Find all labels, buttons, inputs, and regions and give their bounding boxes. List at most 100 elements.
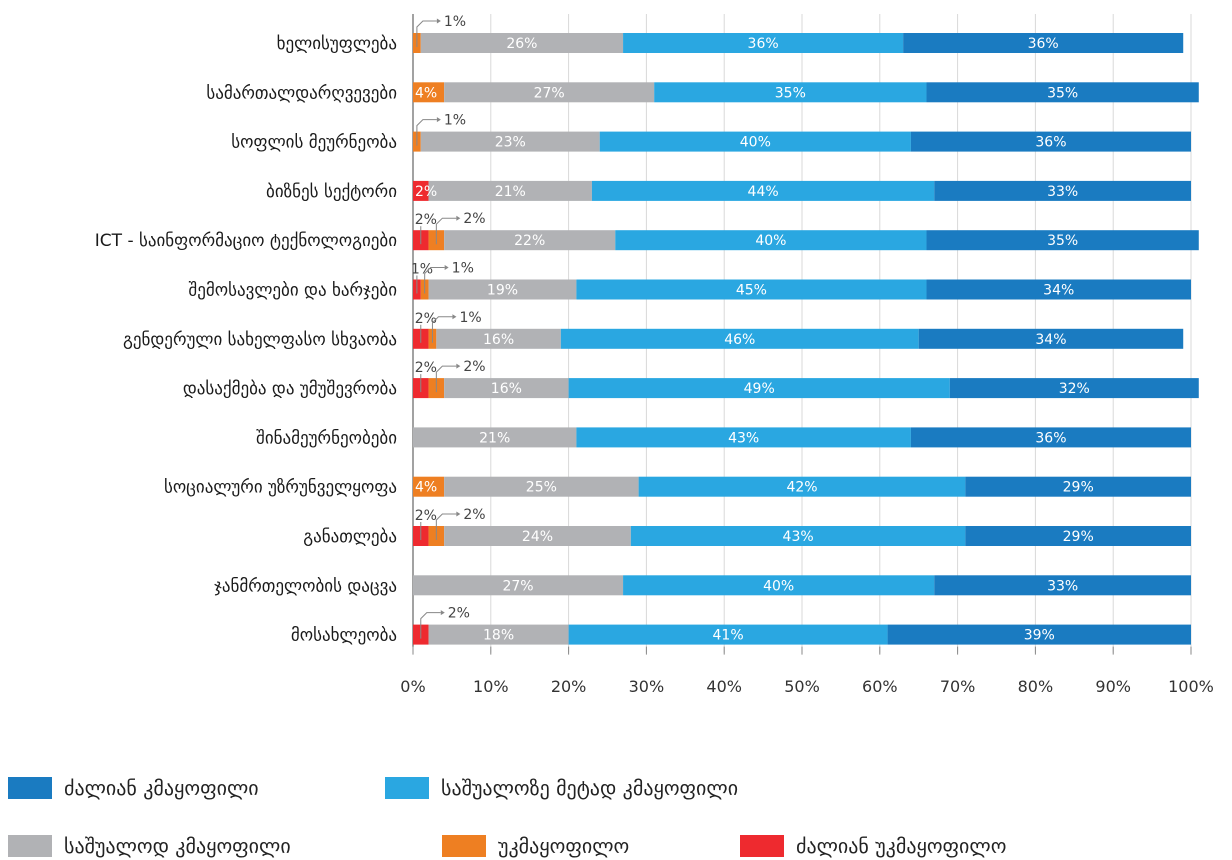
bar-segment	[934, 180, 1191, 201]
data-label: 2%	[463, 507, 485, 523]
category-label: ბიზნეს სექტორი	[266, 182, 397, 202]
bar-segment	[444, 476, 639, 497]
bar-segment	[949, 378, 1199, 399]
x-tick-label: 50%	[784, 677, 820, 696]
x-tick-label: 80%	[1018, 677, 1054, 696]
callout-arrow	[444, 265, 449, 270]
data-label: 32%	[1059, 381, 1090, 397]
bar-segment	[444, 378, 569, 399]
bar-segment	[413, 427, 577, 448]
x-tick-label: 100%	[1168, 677, 1214, 696]
bar-segment	[413, 82, 445, 103]
data-label: 39%	[1024, 628, 1055, 644]
legend-item-very-satisfied: ძალიან კმაყოფილი	[8, 776, 259, 800]
data-label: 1%	[459, 310, 481, 326]
callout-line	[420, 612, 441, 639]
data-label: 1%	[452, 261, 474, 277]
data-label: 49%	[744, 381, 775, 397]
data-label: 21%	[495, 184, 526, 200]
legend-swatch	[8, 835, 52, 857]
callout-arrow	[456, 215, 461, 221]
bar-segment	[444, 230, 616, 251]
legend-swatch	[740, 835, 784, 857]
legend: ძალიან კმაყოფილი საშუალოზე მეტად კმაყოფი…	[0, 760, 1232, 860]
bar-segment	[428, 279, 577, 300]
bar-segment	[918, 328, 1184, 349]
bar-segment	[623, 575, 935, 596]
bar-segment	[428, 624, 569, 645]
x-tick-label: 90%	[1095, 677, 1131, 696]
category-label: გენდერული სახელფასო სხვაობა	[123, 330, 397, 350]
stacked-bar-chart: 26% 36% 36% 27% 35% 35% 4% 23% 40% 36% 21% 44% 33% 2%…	[95, 14, 1214, 696]
data-label: 19%	[487, 283, 518, 299]
bar-segment	[654, 82, 927, 103]
category-label: ჯანმრთელობის დაცვა	[214, 576, 397, 596]
data-label: 16%	[483, 332, 514, 348]
data-label: 4%	[415, 480, 437, 496]
bar-segment	[420, 33, 624, 53]
legend-item-dissatisfied: უკმაყოფილო	[442, 834, 629, 858]
data-label: 44%	[748, 184, 779, 200]
legend-swatch	[385, 777, 429, 799]
data-label: 1%	[444, 14, 466, 30]
category-labels: ხელისუფლება სამართალდარღვევები სოფლის მეურ…	[95, 34, 397, 646]
category-label: ICT - საინფორმაციო ტექნოლოგიები	[95, 231, 397, 251]
x-tick-label: 60%	[862, 677, 898, 696]
data-label: 45%	[736, 283, 767, 299]
data-label: 36%	[748, 36, 779, 52]
callouts: 1% 1% 2% 2% 1% 1% 2% 1% 2% 2% 2% 2% 2%	[411, 14, 486, 639]
bar-segment	[420, 131, 600, 152]
data-label: 2%	[415, 212, 437, 228]
x-tick-label: 40%	[706, 677, 742, 696]
callout-arrow	[452, 314, 457, 320]
bar-segment	[436, 328, 561, 349]
legend-label: საშუალოზე მეტად კმაყოფილი	[441, 776, 739, 800]
callout-line	[435, 365, 457, 393]
data-label: 36%	[1028, 36, 1059, 52]
data-label: 36%	[1035, 135, 1066, 151]
callout-arrow	[456, 511, 461, 517]
bar-segment	[444, 526, 631, 546]
data-label: 43%	[783, 529, 814, 545]
callout-arrow	[436, 18, 441, 24]
bar-segment	[638, 476, 966, 497]
data-label: 1%	[444, 113, 466, 129]
bar-segment	[926, 230, 1199, 251]
data-label: 21%	[479, 430, 510, 446]
bar-segment	[926, 279, 1191, 300]
bar-segment	[903, 33, 1184, 53]
bar-segment	[576, 427, 911, 448]
callout-line	[431, 316, 453, 343]
category-label: დასაქმება და უმუშევრობა	[183, 379, 397, 399]
data-label: 2%	[463, 359, 485, 375]
bar-segment	[623, 33, 904, 53]
category-label: შინამეურნეობები	[256, 428, 397, 448]
data-label: 2%	[463, 211, 485, 227]
data-label: 34%	[1035, 332, 1066, 348]
data-label: 46%	[724, 332, 755, 348]
bar-segment	[413, 575, 624, 596]
bar-segment	[615, 230, 927, 251]
callout-arrow	[456, 363, 461, 369]
legend-swatch	[442, 835, 486, 857]
callout-line	[416, 119, 437, 146]
data-label: 26%	[506, 36, 537, 52]
legend-item-above-average: საშუალოზე მეტად კმაყოფილი	[385, 776, 738, 800]
callout-line	[435, 217, 457, 245]
data-label: 36%	[1035, 430, 1066, 446]
category-label: მოსახლეობა	[291, 626, 397, 646]
category-label: შემოსავლები და ხარჯები	[188, 281, 397, 301]
bar-segment	[568, 378, 950, 399]
data-label: 35%	[1047, 233, 1078, 249]
data-label: 24%	[522, 529, 553, 545]
data-label: 35%	[775, 85, 806, 101]
bar-segment	[599, 131, 911, 152]
bar-segment	[428, 180, 592, 201]
bar-segment	[965, 526, 1191, 546]
legend-label: ძალიან უკმაყოფილო	[796, 834, 1007, 858]
x-tick-label: 0%	[400, 677, 425, 696]
data-label: 40%	[740, 135, 771, 151]
bars: 26% 36% 36% 27% 35% 35% 4% 23% 40% 36% 21% 44% 33% 2%…	[413, 33, 1199, 645]
data-label: 2%	[415, 508, 437, 524]
data-label: 27%	[502, 578, 533, 594]
